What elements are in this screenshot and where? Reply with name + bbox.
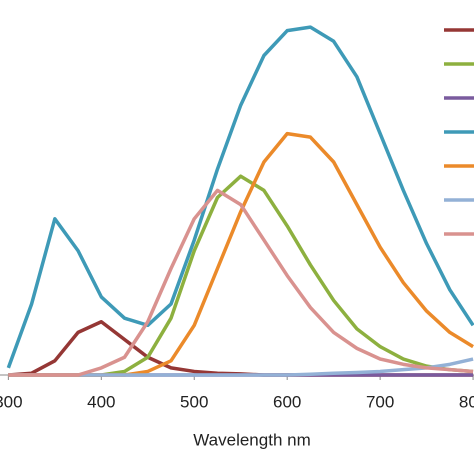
series-line bbox=[8, 320, 474, 377]
x-axis-label: Wavelength nm bbox=[193, 430, 310, 449]
x-tick-label: 300 bbox=[0, 392, 23, 411]
x-tick-label: 800 bbox=[459, 392, 474, 411]
x-tick-label: 700 bbox=[366, 392, 394, 411]
series-line bbox=[8, 188, 474, 377]
series-line bbox=[6, 25, 474, 369]
series-line bbox=[8, 357, 474, 377]
x-tick-label: 500 bbox=[180, 392, 208, 411]
x-tick-label: 400 bbox=[87, 392, 115, 411]
x-tick-label: 600 bbox=[273, 392, 301, 411]
